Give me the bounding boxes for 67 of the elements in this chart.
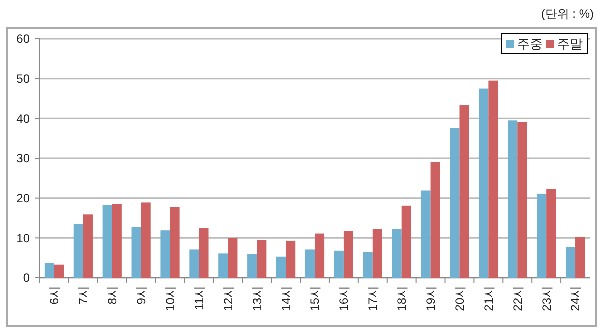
x-tick-label: 8시 [106,286,120,305]
bar [450,128,460,278]
x-tick-label: 18시 [395,286,410,312]
y-tick-label: 60 [16,32,30,46]
bar [372,229,382,278]
x-tick-label: 15시 [308,286,322,312]
x-tick-label: 24시 [568,286,583,312]
x-tick-label: 22시 [510,286,525,312]
bar [508,120,518,278]
x-tick-label: 9시 [134,286,149,305]
x-tick-label: 7시 [76,286,91,305]
bar [228,238,238,278]
y-tick-label: 0 [23,271,30,286]
bar [344,231,354,278]
x-tick-label: 20시 [452,286,467,312]
y-tick-label: 10 [16,231,30,246]
bar [199,228,209,278]
bar [286,240,296,278]
bar [566,247,576,278]
bar [392,229,402,278]
bar [576,236,586,278]
bar [74,224,84,278]
y-tick-label: 40 [16,112,30,126]
y-tick-label: 50 [16,72,30,86]
text: (단위 : %) [541,7,594,21]
bar [112,204,122,278]
x-tick-label: 17시 [366,286,380,312]
bar [488,80,498,278]
x-tick-label: 19시 [424,286,438,312]
bar [218,254,228,278]
bar [276,256,286,278]
bar [305,250,315,278]
bar [334,250,344,278]
bar [132,227,142,278]
bar [518,122,528,278]
bar [248,254,258,278]
bar [170,207,180,278]
x-tick-label: 11시 [192,286,206,310]
x-tick-label: 16시 [337,286,352,312]
bar [460,106,470,278]
x-tick-label: 6시 [48,286,62,305]
bar [257,240,267,278]
y-tick-label: 30 [16,152,30,166]
x-tick-label: 21시 [482,286,496,312]
bar [44,263,54,278]
x-tick-label: 14시 [279,286,294,312]
bar [402,206,412,278]
bar [537,194,547,278]
bar [190,250,200,278]
bar [83,214,93,278]
bar [479,88,489,278]
bar [430,162,440,278]
bar [315,234,325,278]
legend-label: 주중 [517,36,543,52]
bar [141,202,151,278]
x-tick-label: 12시 [221,286,236,312]
bar [54,264,64,278]
x-tick-label: 23시 [540,286,554,312]
y-tick-label: 20 [16,192,30,206]
bar [363,252,373,278]
bar [546,189,556,278]
legend-label: 주말 [557,36,583,52]
x-tick-label: 10시 [163,286,178,312]
bar [102,205,112,278]
x-tick-label: 13시 [250,286,264,312]
bar [160,230,170,278]
bar [421,190,431,278]
